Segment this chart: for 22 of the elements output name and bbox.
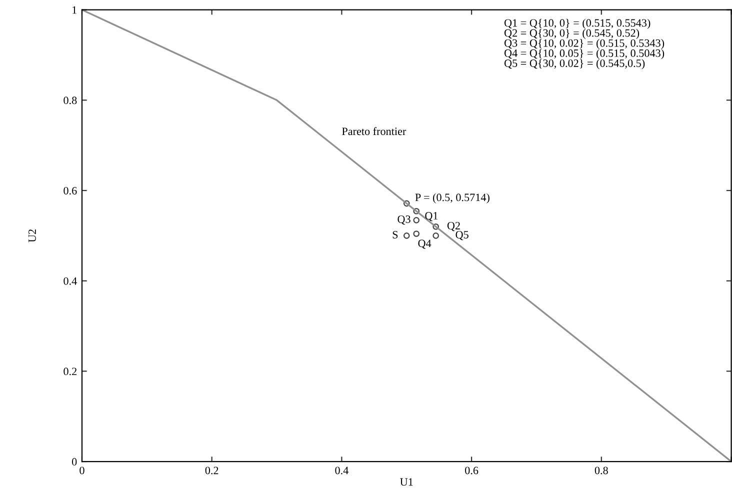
x-tick-label: 0.2 xyxy=(205,466,218,474)
annotation: Q3 xyxy=(398,216,410,225)
annotation: Q1 xyxy=(425,212,438,222)
annotation: P = (0.5, 0.5714) xyxy=(415,193,490,204)
y-tick-label: 0.4 xyxy=(64,277,77,285)
annotation: Q1 = Q{10, 0} = (0.515, 0.5543) Q2 = Q{30, 0} = (0.545, 0.52) Q3 = Q{10, 0.02} = (0.515, 0.5343) Q4 = Q{10, 0.05} = (0.515, 0.5043) Q5 = Q{30, 0.02} = (0.545,0.5) xyxy=(504,18,664,70)
x-tick-label: 0.4 xyxy=(335,466,348,474)
annotation: Q5 xyxy=(456,230,468,240)
annotation: Q4 xyxy=(418,240,432,249)
y-tick-label: 0.2 xyxy=(64,368,77,376)
x-tick-label: 0.8 xyxy=(594,466,608,474)
y-tick-label: 1 xyxy=(72,6,76,14)
annotation: Q2 xyxy=(447,222,460,232)
y-tick-label: 0.8 xyxy=(64,96,77,104)
y-tick-label: 0 xyxy=(72,458,77,466)
y-tick-label: 0.6 xyxy=(64,186,77,195)
x-tick-label: 0 xyxy=(80,466,84,474)
annotation: Pareto frontier xyxy=(342,127,406,136)
annotation: S xyxy=(392,230,398,238)
x-axis-title: U1 xyxy=(400,478,413,486)
x-tick-label: 0.6 xyxy=(465,466,478,474)
y-axis-title: U2 xyxy=(28,230,36,242)
